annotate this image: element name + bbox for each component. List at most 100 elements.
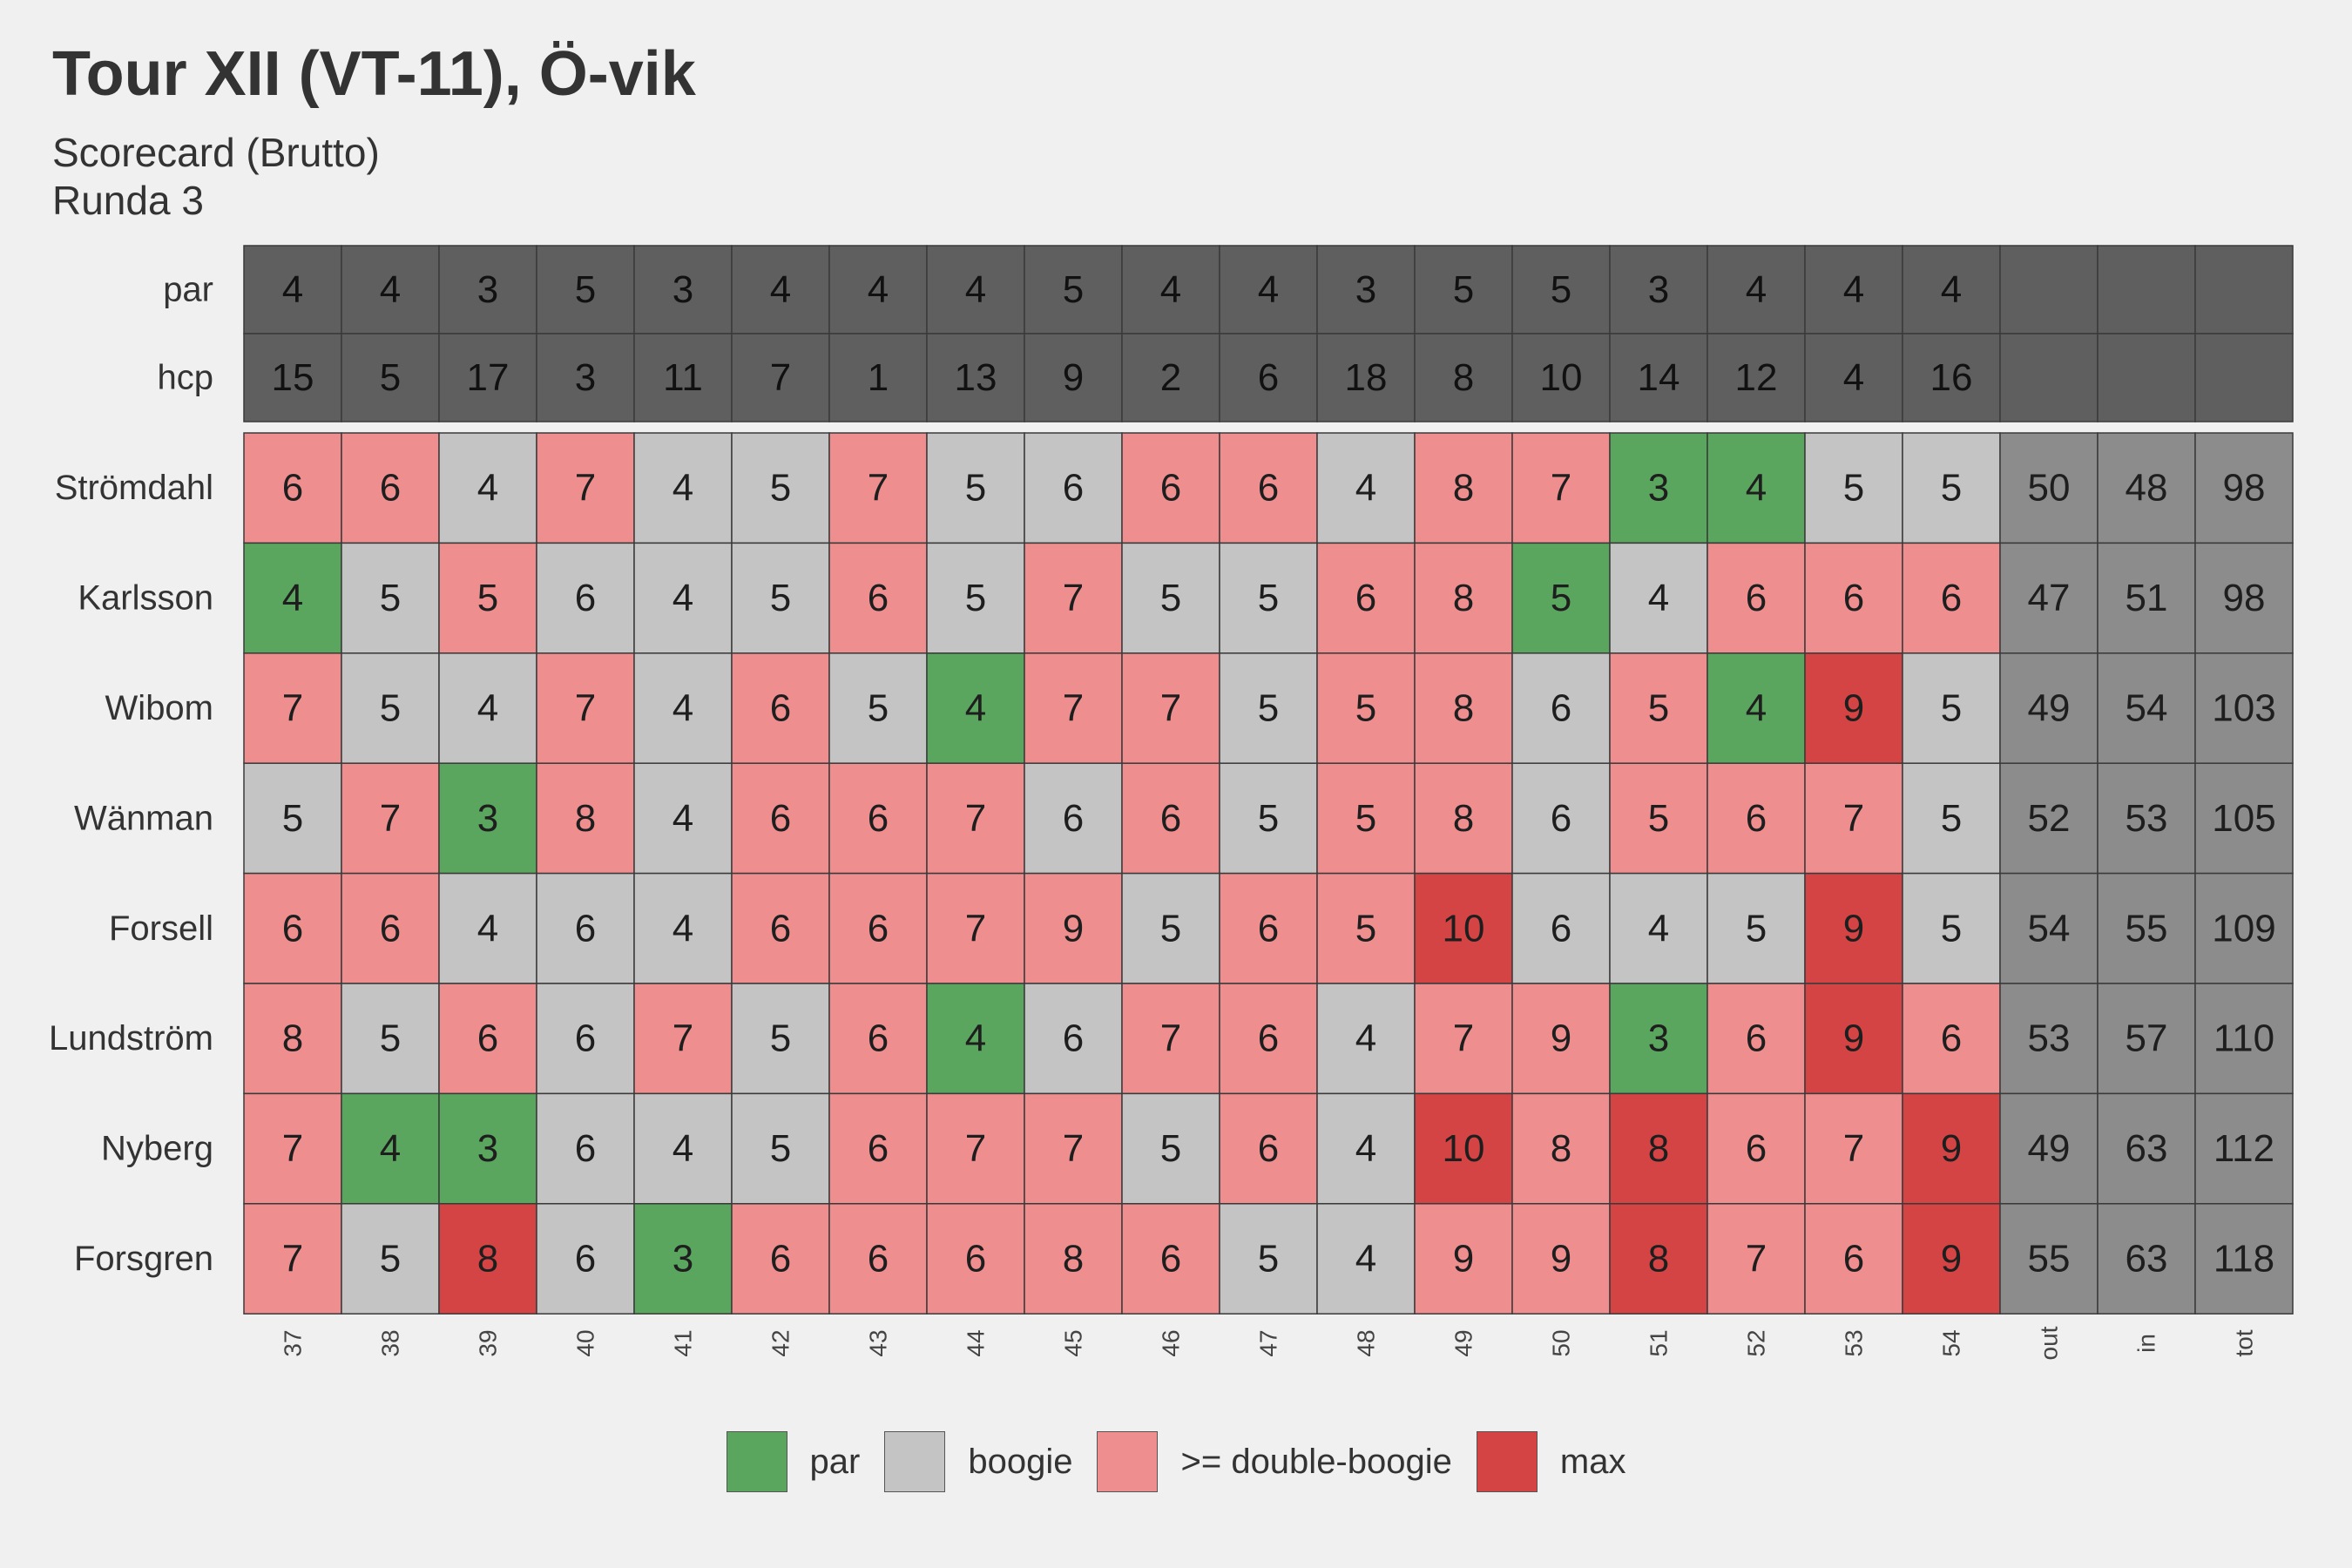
header-value-hcp-46: 2 [1160, 356, 1181, 399]
score-cell-Forsgren-out [1999, 1203, 2099, 1315]
column-label-44: 44 [963, 1329, 990, 1356]
score-value-Nyberg-38: 4 [380, 1127, 401, 1170]
score-value-Forsell-50: 6 [1551, 907, 1571, 950]
score-cell-Wänman-47 [1219, 762, 1318, 875]
column-label-40: 40 [572, 1329, 599, 1356]
score-cell-Karlsson-54 [1902, 542, 2001, 654]
score-cell-Karlsson-50 [1511, 542, 1611, 654]
score-cell-Karlsson-45 [1024, 542, 1123, 654]
score-cell-Lundström-tot [2194, 983, 2294, 1095]
score-value-Karlsson-52: 6 [1746, 577, 1767, 619]
score-value-Wänman-48: 5 [1355, 797, 1376, 840]
legend-item-double-boogie: >= double-boogie [1097, 1431, 1452, 1492]
column-label-50: 50 [1548, 1329, 1575, 1356]
header-value-par-45: 5 [1063, 268, 1084, 311]
score-cell-Karlsson-40 [536, 542, 635, 654]
score-value-Forsell-45: 9 [1063, 907, 1084, 950]
score-cell-Wibom-39 [438, 652, 537, 764]
header-cell-par-47 [1219, 245, 1318, 335]
score-value-Lundström-41: 7 [672, 1017, 693, 1060]
score-cell-Strömdahl-out [1999, 432, 2099, 544]
score-value-Strömdahl-43: 7 [868, 467, 889, 510]
score-value-Wibom-53: 9 [1843, 687, 1864, 730]
column-label-out: out [2036, 1326, 2063, 1360]
score-value-Wänman-50: 6 [1551, 797, 1571, 840]
score-value-Nyberg-48: 4 [1355, 1127, 1376, 1170]
legend-swatch-max [1476, 1431, 1538, 1492]
score-value-Forsgren-50: 9 [1551, 1238, 1571, 1281]
score-value-Wibom-43: 5 [868, 687, 889, 730]
score-cell-Nyberg-46 [1121, 1092, 1220, 1205]
score-value-Lundström-42: 5 [770, 1017, 791, 1060]
score-value-Karlsson-47: 5 [1258, 577, 1279, 619]
score-value-Forsgren-in: 63 [2126, 1238, 2168, 1281]
player-label-Karlsson: Karlsson [78, 579, 213, 618]
score-value-Forsell-37: 6 [282, 907, 303, 950]
score-value-Forsell-44: 7 [965, 907, 986, 950]
column-label-48: 48 [1353, 1329, 1380, 1356]
score-cell-Nyberg-42 [731, 1092, 830, 1205]
score-value-Forsgren-48: 4 [1355, 1238, 1376, 1281]
player-label-Nyberg: Nyberg [101, 1130, 213, 1168]
score-value-Lundström-45: 6 [1063, 1017, 1084, 1060]
header-cell-par-44 [926, 245, 1025, 335]
header-value-par-46: 4 [1160, 268, 1181, 311]
score-value-Strömdahl-53: 5 [1843, 467, 1864, 510]
score-cell-Karlsson-38 [341, 542, 440, 654]
score-cell-Forsgren-49 [1414, 1203, 1513, 1315]
score-cell-Lundström-out [1999, 983, 2099, 1095]
score-value-Nyberg-41: 4 [672, 1127, 693, 1170]
score-cell-Forsell-41 [633, 872, 733, 984]
score-cell-Karlsson-44 [926, 542, 1025, 654]
legend-item-par: par [726, 1431, 860, 1492]
score-value-Nyberg-40: 6 [575, 1127, 596, 1170]
header-value-hcp-41: 11 [663, 356, 703, 399]
score-cell-Wibom-46 [1121, 652, 1220, 764]
score-cell-Wänman-51 [1609, 762, 1708, 875]
header-cell-par-43 [828, 245, 928, 335]
score-value-Forsell-54: 5 [1941, 907, 1962, 950]
score-cell-Nyberg-39 [438, 1092, 537, 1205]
score-value-Strömdahl-50: 7 [1551, 467, 1571, 510]
score-value-Karlsson-46: 5 [1160, 577, 1181, 619]
player-label-Wänman: Wänman [74, 799, 213, 837]
score-cell-Forsell-46 [1121, 872, 1220, 984]
score-value-Wänman-38: 7 [380, 797, 401, 840]
score-cell-Wänman-44 [926, 762, 1025, 875]
score-cell-Karlsson-37 [243, 542, 342, 654]
score-cell-Karlsson-39 [438, 542, 537, 654]
score-cell-Wibom-44 [926, 652, 1025, 764]
header-cell-hcp-43 [828, 333, 928, 422]
score-cell-Strömdahl-38 [341, 432, 440, 544]
column-label-42: 42 [767, 1329, 794, 1356]
score-cell-Wänman-48 [1316, 762, 1416, 875]
header-cell-hcp-46 [1121, 333, 1220, 422]
score-value-Strömdahl-54: 5 [1941, 467, 1962, 510]
score-cell-Wibom-41 [633, 652, 733, 764]
header-value-hcp-39: 17 [467, 356, 510, 399]
header-cell-hcp-52 [1707, 333, 1806, 422]
score-value-Wänman-out: 52 [2028, 797, 2071, 840]
header-value-par-41: 3 [672, 268, 693, 311]
score-value-Karlsson-out: 47 [2028, 577, 2071, 619]
score-value-Forsgren-52: 7 [1746, 1238, 1767, 1281]
header-value-par-44: 4 [965, 268, 986, 311]
score-value-Nyberg-44: 7 [965, 1127, 986, 1170]
player-label-Forsell: Forsell [109, 909, 213, 948]
score-value-Lundström-38: 5 [380, 1017, 401, 1060]
legend-swatch-boogie [884, 1431, 946, 1492]
score-value-Nyberg-tot: 112 [2213, 1127, 2274, 1170]
score-cell-Lundström-46 [1121, 983, 1220, 1095]
score-value-Wibom-38: 5 [380, 687, 401, 730]
score-value-Nyberg-47: 6 [1258, 1127, 1279, 1170]
score-cell-Karlsson-46 [1121, 542, 1220, 654]
score-cell-Karlsson-tot [2194, 542, 2294, 654]
column-label-49: 49 [1450, 1329, 1477, 1356]
score-value-Strömdahl-in: 48 [2126, 467, 2168, 510]
score-value-Wänman-39: 3 [477, 797, 498, 840]
score-value-Wibom-51: 5 [1648, 687, 1669, 730]
legend-label-max: max [1559, 1442, 1626, 1481]
score-cell-Forsell-in [2097, 872, 2196, 984]
header-value-par-52: 4 [1746, 268, 1767, 311]
score-cell-Wibom-37 [243, 652, 342, 764]
